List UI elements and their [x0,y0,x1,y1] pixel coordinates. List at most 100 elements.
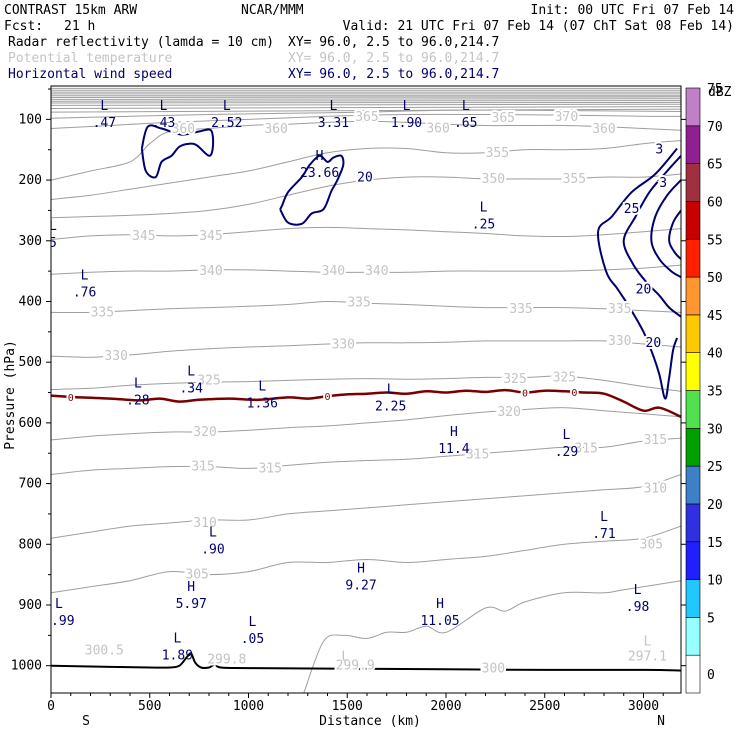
theta-label: 340 [199,264,222,279]
theta-label-halo: 335 [608,302,631,317]
colorbar-label-35: 35 [707,385,723,400]
theta-label: 335 [509,302,532,317]
wind-extremum-value: 23.66 [300,166,339,181]
colorbar-label-15: 15 [707,536,723,551]
wind-extremum-value: .76 [73,286,96,301]
wind-extremum-value: .47 [93,116,116,131]
x-axis-label: Distance (km) [319,714,421,729]
wind-label-halo: 20 [357,171,373,186]
freezing-label-halo: 0 [324,392,330,403]
theta-contour-335 [51,300,681,314]
theta-label-halo: 315 [574,441,597,456]
wind-extremum-low: L [480,201,488,216]
colorbar-label-50: 50 [707,271,723,286]
freezing-level-line [51,388,681,418]
model-title: CONTRAST 15km ARW [4,3,137,18]
wind-label: 3 [655,143,663,158]
theta-contour-365 [51,113,681,129]
freezing-label: 0 [324,392,330,403]
y-tick-label: 900 [19,598,42,613]
wind-contour-30-4 [650,179,681,279]
wind-contour-20-2 [597,147,679,400]
theta-label: 335 [608,302,631,317]
theta-label: 325 [197,373,220,388]
colorbar-swatch-0 [685,654,701,694]
wind-extremum-high: H [357,562,365,577]
wind-extremum-value: .65 [454,116,477,131]
theta-label: 315 [191,460,214,475]
theta-contour-375 [51,108,681,113]
theta-extremum-L: L [644,634,652,649]
theta-label-halo: 340 [199,264,222,279]
wind-extremum-value: .43 [152,116,175,131]
theta-contour-385 [51,103,681,106]
wind-extremum-low: L [329,99,337,114]
theta-label-halo: 360 [426,121,449,136]
fcst-label: Fcst: [4,19,43,34]
theta-contours [51,87,681,693]
wind-extremum-value: .28 [126,394,149,409]
theta-label: 335 [347,296,370,311]
theta-label-halo: 330 [608,334,631,349]
y-tick-label: 600 [19,416,42,431]
field-radar-name: Radar reflectivity (lamda = 10 cm) [8,35,274,50]
theta-label: 310 [644,481,667,496]
wind-extremum-value: 1.89 [162,649,193,664]
wind-extremum-value: .29 [555,445,578,460]
theta-label-halo: 360 [172,122,195,137]
freezing-label-halo: 0 [571,388,577,399]
colorbar-label-75: 75 [707,82,723,97]
theta-label: 315 [258,461,281,476]
theta-label-halo: 315 [258,461,281,476]
y-tick-label: 500 [19,355,42,370]
colorbar: 0 5 10 15 20 25 30 35 40 45 50 55 60 65 70 75 [685,82,723,694]
wind-extremum-high: H [187,580,195,595]
y-tick-label: 700 [19,477,42,492]
theta-label-halo: 360 [264,122,287,137]
colorbar-label-45: 45 [707,309,723,324]
freezing-label-halo: 0 [68,393,74,404]
field-theta-name: Potential temperature [8,51,173,66]
colorbar-swatch-45 [685,314,701,353]
theta-label-halo: 365 [355,110,378,125]
theta-label: 305 [640,537,663,552]
x-tick-label: 500 [138,699,161,714]
theta-contour-370 [51,109,681,119]
theta-contour-345 [51,226,681,241]
x-tick-label: 1500 [332,699,363,714]
wind-contour-35-5 [668,209,681,260]
theta-label: 330 [104,349,127,364]
theta-label: 320 [193,425,216,440]
theta-label: 315 [574,441,597,456]
theta-label: 325 [553,370,576,385]
colorbar-swatch-15 [685,541,701,580]
x-tick-label: 2000 [430,699,461,714]
theta-label-halo: 299.8 [207,653,246,668]
theta-label: 299.9 [336,659,375,674]
freezing-label-halo: 0 [522,389,528,400]
colorbar-swatch-75 [685,87,701,127]
colorbar-swatch-5 [685,617,701,656]
theta-label-halo: 350 [482,172,505,187]
theta-label: 360 [426,121,449,136]
terrain [51,652,681,672]
colorbar-label-40: 40 [707,347,723,362]
y-tick-label: 100 [19,112,42,127]
wind-extremum-low: L [173,632,181,647]
wind-extremum-high: H [436,597,444,612]
wind-extremum-value: 9.27 [345,579,376,594]
theta-label: 310 [193,516,216,531]
theta-contour-355 [51,140,681,200]
wind-extremum-low: L [100,99,108,114]
wind-extremum-low: L [563,428,571,443]
colorbar-label-5: 5 [707,611,715,626]
wind-extremum-low: L [462,99,470,114]
theta-label-halo: 365 [492,111,515,126]
theta-label-halo: 305 [185,568,208,583]
terrain-line [51,652,681,672]
theta-label-halo: 370 [555,110,578,125]
theta-label: 315 [644,433,667,448]
